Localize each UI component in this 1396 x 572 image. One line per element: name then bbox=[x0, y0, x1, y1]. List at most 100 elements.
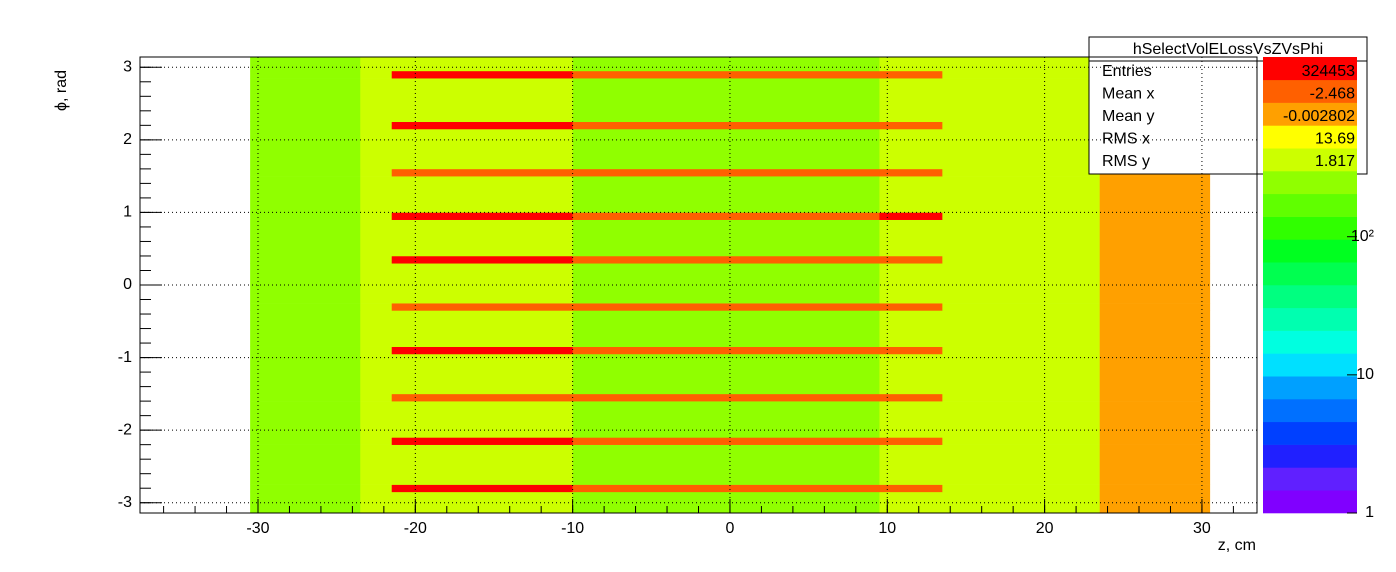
colorbar-band bbox=[1263, 125, 1357, 149]
heatmap-cell bbox=[572, 219, 880, 257]
heatmap-cell bbox=[942, 346, 1100, 355]
y-tick-label: -3 bbox=[118, 494, 132, 511]
heatmap-cell bbox=[391, 176, 573, 213]
y-tick-label: -1 bbox=[118, 349, 132, 366]
heatmap-cell bbox=[1099, 255, 1211, 264]
x-tick-label: 0 bbox=[726, 520, 735, 537]
heatmap-cell bbox=[391, 78, 573, 123]
heatmap-cell bbox=[572, 128, 880, 170]
heatmap-cell bbox=[879, 401, 943, 438]
x-tick-label: -10 bbox=[561, 520, 584, 537]
heatmap-cell bbox=[1099, 401, 1211, 438]
heatmap-cell bbox=[879, 176, 943, 213]
heatmap-cell bbox=[942, 212, 1100, 220]
heatmap-cell bbox=[391, 484, 573, 493]
heatmap-cell bbox=[250, 401, 361, 438]
heatmap-cell bbox=[1099, 444, 1211, 485]
colorbar-band bbox=[1263, 285, 1357, 309]
y-tick-label: -2 bbox=[118, 421, 132, 438]
heatmap-cell bbox=[391, 70, 573, 79]
heatmap-cell bbox=[391, 437, 573, 445]
heatmap-cell bbox=[250, 78, 361, 123]
heatmap-cell bbox=[250, 70, 361, 79]
heatmap-cell bbox=[360, 78, 393, 123]
heatmap-cell bbox=[250, 353, 361, 395]
heatmap-cell bbox=[391, 444, 573, 485]
heatmap-cell bbox=[250, 346, 361, 355]
heatmap-cell bbox=[942, 310, 1100, 347]
heatmap-cell bbox=[1099, 393, 1211, 402]
heatmap-cell bbox=[942, 401, 1100, 438]
heatmap-cell bbox=[879, 212, 943, 220]
colorbar-band bbox=[1263, 444, 1357, 468]
heatmap-cell bbox=[391, 219, 573, 257]
heatmap-cell bbox=[879, 303, 943, 311]
heatmap-cell bbox=[879, 353, 943, 395]
heatmap-cell bbox=[942, 444, 1100, 485]
heatmap-cell bbox=[572, 212, 880, 220]
heatmap-cell bbox=[879, 263, 943, 304]
heatmap-cell bbox=[879, 121, 943, 130]
colorbar-band bbox=[1263, 171, 1357, 195]
heatmap-cell bbox=[572, 263, 880, 304]
colorbar-band bbox=[1263, 239, 1357, 263]
heatmap-cell bbox=[879, 70, 943, 79]
heatmap-cell bbox=[360, 212, 393, 220]
heatmap-cell bbox=[1099, 303, 1211, 311]
heatmap-cell bbox=[942, 219, 1100, 257]
heatmap-cell bbox=[1099, 219, 1211, 257]
heatmap-cell bbox=[391, 212, 573, 220]
heatmap-cell bbox=[250, 263, 361, 304]
heatmap-cell bbox=[360, 444, 393, 485]
heatmap-cell bbox=[250, 484, 361, 493]
stats-label: Mean y bbox=[1102, 108, 1154, 125]
heatmap-cell bbox=[391, 401, 573, 438]
stats-title: hSelectVolELossVsZVsPhi bbox=[1133, 41, 1323, 58]
heatmap-cell bbox=[1099, 176, 1211, 213]
heatmap-cell bbox=[942, 78, 1100, 123]
heatmap-cell bbox=[942, 263, 1100, 304]
z-tick-label: 10² bbox=[1351, 228, 1375, 245]
heatmap-cell bbox=[879, 78, 943, 123]
heatmap-cell bbox=[250, 491, 361, 514]
heatmap-cell bbox=[572, 484, 880, 493]
y-axis-label: ϕ, rad bbox=[53, 70, 70, 111]
y-tick-label: 0 bbox=[123, 276, 132, 293]
x-axis-label: z, cm bbox=[1218, 537, 1256, 554]
heatmap-cell bbox=[360, 70, 393, 79]
heatmap-cell bbox=[572, 57, 880, 72]
heatmap-cell bbox=[572, 346, 880, 355]
heatmap-cell bbox=[360, 263, 393, 304]
y-tick-label: 2 bbox=[123, 131, 132, 148]
x-tick-label: 10 bbox=[878, 520, 896, 537]
heatmap-cell bbox=[391, 393, 573, 402]
heatmap-cell bbox=[879, 444, 943, 485]
heatmap-cell bbox=[942, 393, 1100, 402]
heatmap-cell bbox=[942, 57, 1100, 72]
colorbar-band bbox=[1263, 216, 1357, 240]
heatmap-cell bbox=[879, 255, 943, 264]
stats-value: 13.69 bbox=[1315, 131, 1355, 148]
heatmap-cell bbox=[879, 128, 943, 170]
heatmap-cell bbox=[360, 346, 393, 355]
heatmap-cell bbox=[942, 255, 1100, 264]
heatmap-cell bbox=[360, 303, 393, 311]
heatmap-cell bbox=[250, 57, 361, 72]
heatmap-cell bbox=[250, 255, 361, 264]
heatmap-cell bbox=[360, 176, 393, 213]
heatmap-cell bbox=[1099, 484, 1211, 493]
stats-value: 1.817 bbox=[1315, 153, 1355, 170]
heatmap-cell bbox=[942, 484, 1100, 493]
x-tick-label: 30 bbox=[1193, 520, 1211, 537]
heatmap-cell bbox=[572, 70, 880, 79]
heatmap-cell bbox=[391, 303, 573, 311]
heatmap-cell bbox=[360, 437, 393, 445]
heatmap-cell bbox=[1099, 263, 1211, 304]
heatmap-cell bbox=[572, 444, 880, 485]
colorbar-band bbox=[1263, 262, 1357, 286]
colorbar-band bbox=[1263, 330, 1357, 354]
heatmap-cell bbox=[360, 255, 393, 264]
heatmap-cell bbox=[1099, 212, 1211, 220]
heatmap-cell bbox=[360, 128, 393, 170]
stats-label: Mean x bbox=[1102, 86, 1154, 103]
